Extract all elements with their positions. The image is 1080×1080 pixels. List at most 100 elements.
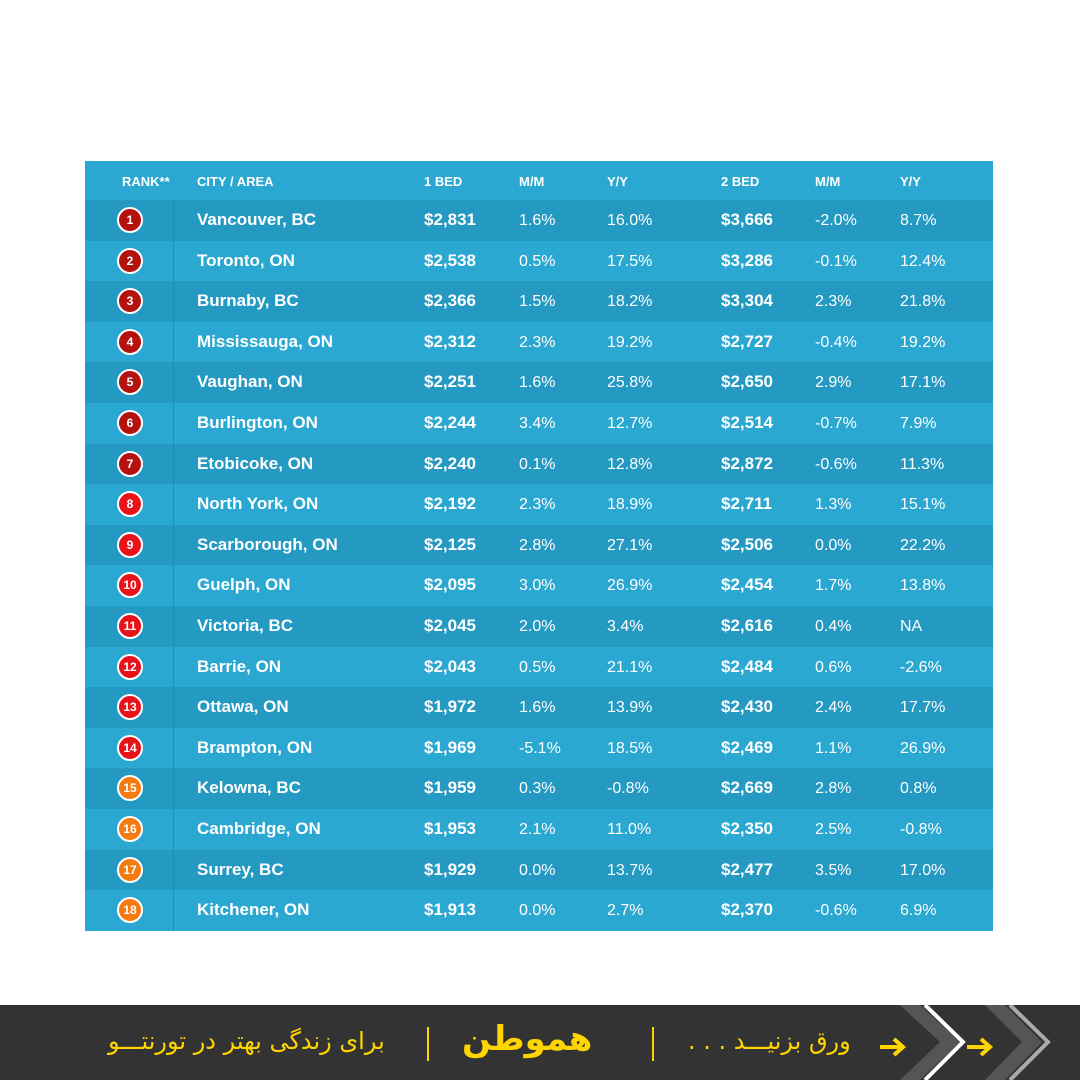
cell-mm2: -0.1% bbox=[815, 252, 857, 270]
cell-yy2: -2.6% bbox=[900, 658, 942, 676]
cell-city: Burnaby, BC bbox=[197, 291, 299, 311]
cell-bed2: $2,454 bbox=[721, 575, 773, 595]
table-row: 13 Ottawa, ON $1,972 1.6% 13.9% $2,430 2.4% 17.… bbox=[85, 687, 993, 728]
cell-bed1: $2,240 bbox=[424, 453, 476, 473]
cell-city: Cambridge, ON bbox=[197, 819, 321, 838]
header-2bed-yy: Y/Y bbox=[900, 174, 921, 189]
cell-yy1: 26.9% bbox=[607, 577, 653, 595]
cell-city: Victoria, BC bbox=[197, 616, 294, 635]
rank-badge: 17 bbox=[117, 856, 143, 883]
header-city: CITY / AREA bbox=[197, 174, 274, 189]
logo: هموطن bbox=[462, 1019, 593, 1059]
cell-yy1: 13.7% bbox=[607, 861, 653, 879]
cell-mm1: 0.1% bbox=[519, 455, 556, 473]
cell-yy2: 26.9% bbox=[900, 739, 946, 757]
cell-yy1: 12.7% bbox=[607, 415, 653, 432]
footer-banner: برای زندگی بهتر در تورنتـــو هموطن ورق ب… bbox=[0, 1005, 1080, 1080]
cell-yy1: 19.2% bbox=[607, 333, 653, 351]
cell-bed2: $2,514 bbox=[721, 413, 773, 432]
cell-bed2: $3,286 bbox=[721, 250, 773, 270]
cell-yy2: 7.9% bbox=[900, 415, 937, 432]
cell-yy2: NA bbox=[900, 618, 923, 635]
cell-bed2: $2,669 bbox=[721, 778, 773, 798]
cell-mm1: 2.0% bbox=[519, 618, 556, 635]
cell-yy1: 2.7% bbox=[607, 902, 644, 920]
cell-city: Vancouver, BC bbox=[197, 210, 317, 229]
cell-yy2: 8.7% bbox=[900, 212, 937, 229]
rank-badge: 3 bbox=[117, 288, 143, 315]
rank-badge: 5 bbox=[117, 369, 143, 396]
table-row: 12 Barrie, ON $2,043 0.5% 21.1% $2,484 0.6% -2.… bbox=[85, 646, 993, 688]
cell-yy2: 6.9% bbox=[900, 902, 937, 920]
cell-yy1: 13.9% bbox=[607, 699, 653, 717]
cell-mm2: 2.8% bbox=[815, 780, 852, 798]
cell-bed2: $2,477 bbox=[721, 859, 773, 879]
rank-badge: 8 bbox=[117, 491, 143, 518]
footer-tagline: برای زندگی بهتر در تورنتـــو bbox=[108, 1027, 385, 1055]
column-divider bbox=[173, 200, 174, 931]
cell-city: Kitchener, ON bbox=[197, 900, 310, 920]
table-row: 14 Brampton, ON $1,969 -5.1% 18.5% $2,469 1.1%… bbox=[85, 727, 993, 769]
cell-mm1: 1.5% bbox=[519, 293, 556, 311]
cell-mm1: 2.1% bbox=[519, 821, 556, 838]
cell-yy1: 21.1% bbox=[607, 658, 653, 676]
cell-mm1: 2.3% bbox=[519, 496, 556, 514]
cell-yy2: 17.0% bbox=[900, 861, 946, 879]
cell-mm1: 2.3% bbox=[519, 333, 556, 351]
cell-bed2: $2,711 bbox=[721, 494, 773, 514]
rank-badge: 7 bbox=[117, 450, 143, 477]
table-header: RANK** CITY / AREA 1 BED M/M Y/Y 2 BED M… bbox=[85, 161, 993, 200]
header-1bed-mm: M/M bbox=[519, 174, 545, 189]
cell-yy1: 12.8% bbox=[607, 455, 653, 473]
divider bbox=[427, 1027, 429, 1061]
rank-badge: 14 bbox=[117, 734, 143, 761]
rank-badge: 11 bbox=[117, 613, 143, 639]
cell-bed1: $1,953 bbox=[424, 819, 476, 838]
rent-ranking-table: RANK** CITY / AREA 1 BED M/M Y/Y 2 BED M… bbox=[85, 161, 993, 931]
table-row: 15 Kelowna, BC $1,959 0.3% -0.8% $2,669 2.8% 0.… bbox=[85, 768, 993, 809]
table-row: 7 Etobicoke, ON $2,240 0.1% 12.8% $2,872 -0.6%… bbox=[85, 443, 993, 485]
cell-yy2: 17.7% bbox=[900, 699, 946, 717]
cell-bed2: $2,469 bbox=[721, 737, 773, 757]
rank-badge: 2 bbox=[117, 247, 143, 274]
header-1bed: 1 BED bbox=[424, 174, 463, 189]
table-row: 5 Vaughan, ON $2,251 1.6% 25.8% $2,650 2.9% 17.… bbox=[85, 362, 993, 403]
cell-yy2: -0.8% bbox=[900, 821, 942, 838]
cell-mm2: 0.0% bbox=[815, 536, 852, 554]
cell-bed2: $2,872 bbox=[721, 453, 773, 473]
cell-bed1: $2,095 bbox=[424, 575, 476, 595]
cell-mm2: 1.1% bbox=[815, 739, 852, 757]
cell-yy2: 21.8% bbox=[900, 293, 946, 311]
cell-bed2: $2,727 bbox=[721, 331, 773, 351]
cell-mm1: 2.8% bbox=[519, 536, 556, 554]
cell-bed1: $2,045 bbox=[424, 616, 476, 635]
cell-mm2: 1.3% bbox=[815, 496, 852, 514]
cell-yy2: 22.2% bbox=[900, 536, 946, 554]
cell-bed1: $2,366 bbox=[424, 291, 476, 311]
table-row: 16 Cambridge, ON $1,953 2.1% 11.0% $2,350 2.5%… bbox=[85, 809, 993, 850]
cell-bed1: $1,929 bbox=[424, 859, 476, 879]
cell-bed2: $2,350 bbox=[721, 819, 773, 838]
table-row: 11 Victoria, BC $2,045 2.0% 3.4% $2,616 0.4% NA bbox=[85, 606, 993, 647]
rank-badge: 10 bbox=[117, 572, 143, 599]
cell-city: Surrey, BC bbox=[197, 859, 284, 879]
cell-bed1: $1,959 bbox=[424, 778, 476, 798]
cell-yy1: 11.0% bbox=[607, 821, 652, 838]
cell-mm2: 0.4% bbox=[815, 618, 852, 635]
cell-city: Barrie, ON bbox=[197, 656, 282, 676]
cell-city: Etobicoke, ON bbox=[197, 453, 314, 473]
cell-bed1: $2,192 bbox=[424, 494, 476, 514]
header-rank: RANK** bbox=[122, 174, 170, 189]
cell-bed1: $2,244 bbox=[424, 413, 476, 432]
cell-yy1: -0.8% bbox=[607, 780, 649, 798]
table-row: 1 Vancouver, BC $2,831 1.6% 16.0% $3,666 -2.0%… bbox=[85, 200, 993, 241]
cell-yy1: 16.0% bbox=[607, 212, 653, 229]
cell-city: Kelowna, BC bbox=[197, 778, 301, 798]
header-2bed-mm: M/M bbox=[815, 174, 841, 189]
table-row: 17 Surrey, BC $1,929 0.0% 13.7% $2,477 3.5% 17.… bbox=[85, 849, 993, 891]
rank-badge: 6 bbox=[117, 410, 143, 436]
rank-badge: 16 bbox=[117, 816, 143, 842]
cell-yy2: 11.3% bbox=[900, 455, 945, 473]
rank-badge: 4 bbox=[117, 328, 143, 355]
cell-city: Ottawa, ON bbox=[197, 697, 289, 717]
